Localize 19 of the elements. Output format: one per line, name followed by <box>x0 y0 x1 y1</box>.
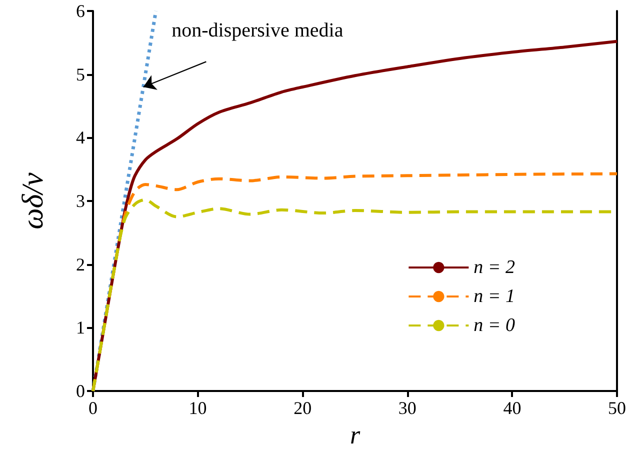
y-tick-label: 4 <box>76 128 85 148</box>
legend-label: n = 0 <box>474 315 516 336</box>
x-tick-label: 40 <box>503 398 522 418</box>
legend-label: n = 1 <box>474 286 516 307</box>
y-tick-label: 3 <box>76 191 85 211</box>
annotation: non-dispersive media <box>172 20 344 42</box>
y-tick-label: 6 <box>76 1 85 21</box>
x-tick-label: 0 <box>88 398 98 418</box>
y-tick-label: 5 <box>76 64 85 84</box>
x-tick-label: 30 <box>398 398 416 418</box>
y-tick-label: 2 <box>76 254 85 274</box>
legend-label: n = 2 <box>474 257 516 278</box>
x-axis-title: r <box>350 420 361 450</box>
y-tick-label: 0 <box>76 381 85 401</box>
x-tick-label: 50 <box>608 398 626 418</box>
y-tick-label: 1 <box>76 318 85 338</box>
x-tick-label: 20 <box>294 398 312 418</box>
x-tick-label: 10 <box>188 398 207 418</box>
y-axis-title: ωδ/v <box>16 172 50 230</box>
